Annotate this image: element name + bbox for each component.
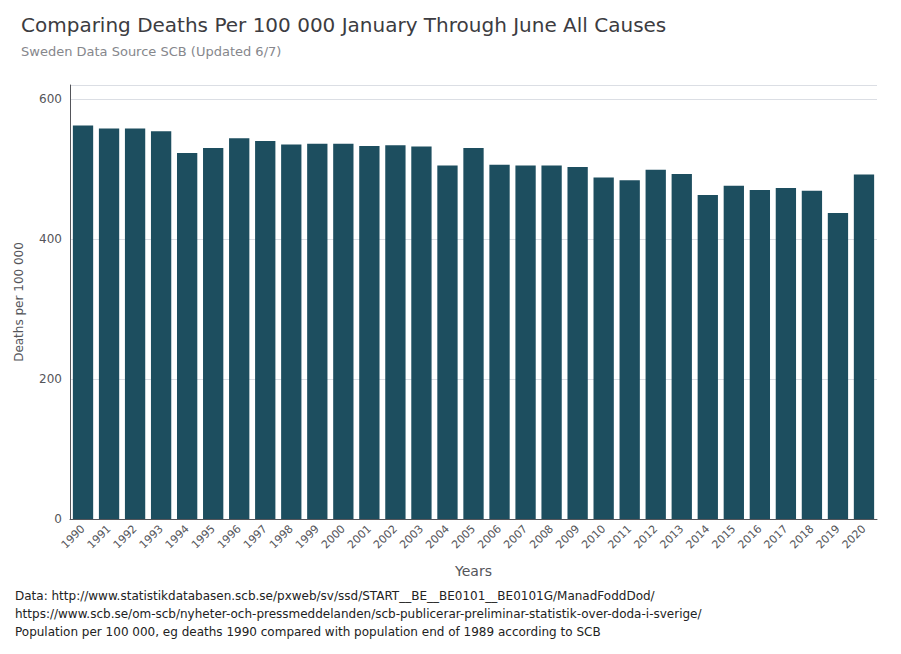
svg-text:1995: 1995 — [189, 522, 218, 551]
svg-text:2011: 2011 — [605, 522, 634, 551]
svg-text:2003: 2003 — [397, 522, 426, 551]
svg-text:2006: 2006 — [475, 522, 504, 551]
svg-text:1991: 1991 — [85, 522, 114, 551]
svg-text:400: 400 — [39, 232, 62, 246]
svg-text:1997: 1997 — [241, 522, 270, 551]
svg-text:2014: 2014 — [683, 522, 712, 551]
svg-text:2009: 2009 — [553, 522, 582, 551]
svg-text:600: 600 — [39, 92, 62, 106]
svg-text:0: 0 — [54, 512, 62, 526]
svg-text:1994: 1994 — [163, 522, 192, 551]
svg-text:Population per 100 000, eg dea: Population per 100 000, eg deaths 1990 c… — [15, 625, 601, 639]
svg-text:2007: 2007 — [501, 522, 530, 551]
svg-text:200: 200 — [39, 372, 62, 386]
svg-text:2008: 2008 — [527, 522, 556, 551]
svg-text:1992: 1992 — [111, 522, 140, 551]
svg-text:2019: 2019 — [814, 522, 843, 551]
svg-text:2005: 2005 — [449, 522, 478, 551]
svg-text:Deaths per 100 000: Deaths per 100 000 — [12, 242, 26, 362]
svg-text:2001: 2001 — [345, 522, 374, 551]
svg-text:1998: 1998 — [267, 522, 296, 551]
svg-text:1990: 1990 — [59, 522, 88, 551]
svg-text:Data: http://www.statistikdata: Data: http://www.statistikdatabasen.scb.… — [15, 589, 656, 603]
svg-text:2016: 2016 — [735, 522, 764, 551]
svg-text:https://www.scb.se/om-scb/nyhe: https://www.scb.se/om-scb/nyheter-och-pr… — [15, 607, 702, 621]
svg-text:1996: 1996 — [215, 522, 244, 551]
svg-text:2020: 2020 — [840, 522, 869, 551]
svg-text:2002: 2002 — [371, 522, 400, 551]
svg-text:2010: 2010 — [579, 522, 608, 551]
svg-text:1993: 1993 — [137, 522, 166, 551]
svg-text:Sweden Data Source SCB (Update: Sweden Data Source SCB (Updated 6/7) — [21, 44, 281, 59]
svg-text:2000: 2000 — [319, 522, 348, 551]
svg-text:2004: 2004 — [423, 522, 452, 551]
svg-text:2012: 2012 — [631, 522, 660, 551]
svg-text:2015: 2015 — [709, 522, 738, 551]
svg-text:2013: 2013 — [657, 522, 686, 551]
svg-text:Years: Years — [454, 563, 492, 579]
svg-text:1999: 1999 — [293, 522, 322, 551]
svg-text:Comparing Deaths Per 100 000 J: Comparing Deaths Per 100 000 January Thr… — [21, 13, 666, 37]
svg-text:2017: 2017 — [762, 522, 791, 551]
svg-text:2018: 2018 — [788, 522, 817, 551]
